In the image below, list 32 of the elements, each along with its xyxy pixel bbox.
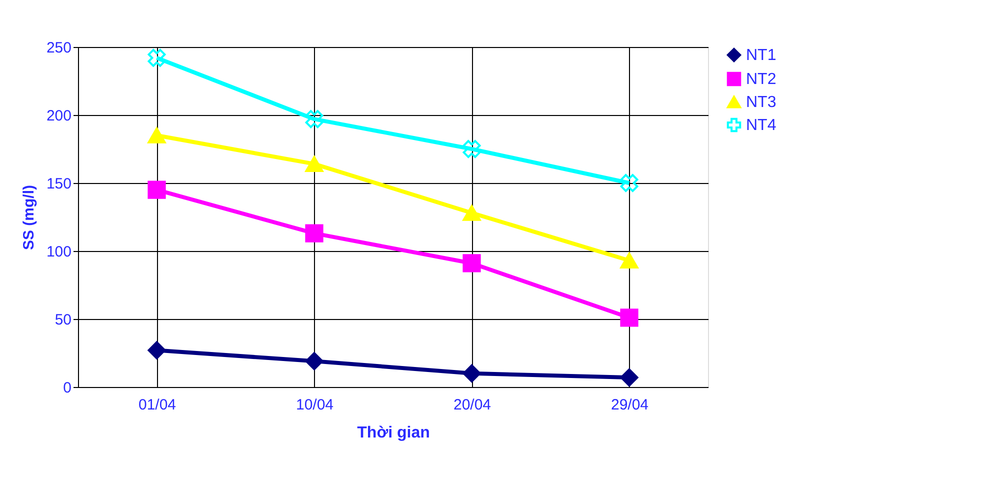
y-axis-title: SS (mg/l) <box>20 184 38 250</box>
y-tick-label: 50 <box>54 312 72 328</box>
point <box>462 204 481 221</box>
point <box>462 140 481 158</box>
point <box>305 352 324 370</box>
point <box>620 368 638 387</box>
point <box>148 127 166 144</box>
x-tick-label: 29/04 <box>610 396 649 414</box>
legend-label: NT2 <box>746 71 776 88</box>
x-tick-label: 01/04 <box>138 396 176 414</box>
point <box>620 174 638 192</box>
x-tick-label: 20/04 <box>453 396 492 414</box>
point <box>148 180 166 199</box>
legend-label: NT3 <box>746 94 776 111</box>
y-tick-label: 200 <box>46 108 72 124</box>
y-tick-label: 100 <box>46 244 72 260</box>
point <box>620 308 638 327</box>
point <box>305 156 324 172</box>
legend-label: NT4 <box>746 117 776 134</box>
point <box>620 252 638 268</box>
y-tick-label: 250 <box>46 40 72 56</box>
point <box>148 48 166 67</box>
x-tick-label: 10/04 <box>296 396 334 414</box>
y-tick-label: 150 <box>46 176 72 192</box>
point <box>148 341 166 360</box>
point <box>462 254 481 272</box>
y-tick-label: 0 <box>63 380 72 396</box>
point <box>305 224 324 242</box>
point <box>462 364 481 382</box>
point <box>305 110 324 128</box>
x-axis-title: Thời gian <box>357 424 430 442</box>
legend-label: NT1 <box>746 47 776 64</box>
